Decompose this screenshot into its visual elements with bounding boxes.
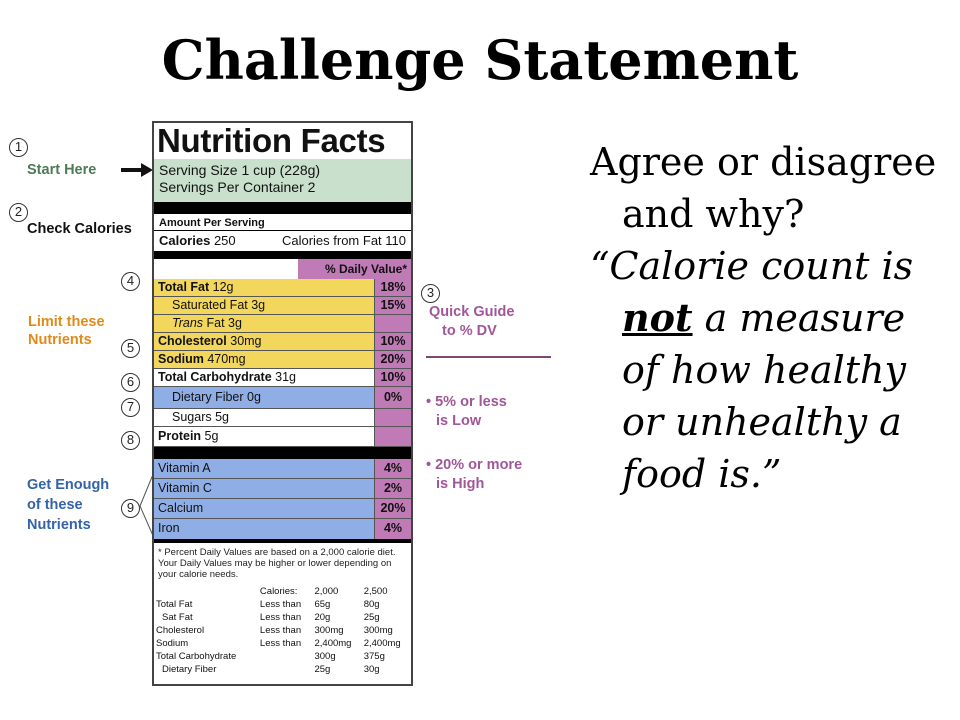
emphasis-not: not (622, 295, 693, 340)
nutrient-row: Total Fat 12g 18% (154, 279, 411, 297)
quick-guide-label-1: Quick Guide (429, 304, 515, 320)
challenge-statement: Agree or disagree and why? “Calorie coun… (590, 136, 950, 500)
nutrient-row: Sugars 5g (154, 409, 411, 427)
vitamin-row: Calcium 20% (154, 499, 411, 519)
bracket-lines-icon (139, 471, 155, 539)
limit-label-2: Nutrients (28, 332, 92, 348)
step-7-icon: 7 (121, 398, 140, 417)
footnote: * Percent Daily Values are based on a 2,… (158, 547, 396, 580)
calories-value: 250 (213, 233, 236, 248)
nutrient-row: Protein 5g (154, 427, 411, 447)
limit-label-1: Limit these (28, 314, 105, 330)
quote-text: “Calorie count is not a measure of how h… (590, 244, 914, 496)
nutrient-row: Dietary Fiber 0g 0% (154, 387, 411, 409)
divider (154, 539, 411, 543)
arrow-right-icon (121, 163, 153, 177)
nutrient-row: Trans Fat 3g (154, 315, 411, 333)
label-title: Nutrition Facts (154, 123, 411, 159)
daily-value-header: % Daily Value* (154, 259, 411, 279)
high-label-1: • 20% or more (426, 457, 523, 473)
start-here-label: Start Here (27, 162, 97, 178)
nutrient-row: Cholesterol 30mg 10% (154, 333, 411, 351)
vitamin-row: Vitamin A 4% (154, 459, 411, 479)
servings-per-container: Servings Per Container 2 (159, 179, 316, 195)
step-1-icon: 1 (9, 138, 28, 157)
check-calories-label: Check Calories (27, 221, 132, 237)
step-9-icon: 9 (121, 499, 140, 518)
divider (154, 447, 411, 459)
nutrient-row: Total Carbohydrate 31g 10% (154, 369, 411, 387)
nutrient-row: Sodium 470mg 20% (154, 351, 411, 369)
calories-row: Calories 250 Calories from Fat 110 (154, 231, 411, 251)
serving-size: Serving Size 1 cup (228g) (159, 162, 321, 178)
step-6-icon: 6 (121, 373, 140, 392)
daily-value-heading: % Daily Value* (298, 259, 411, 279)
serving-info: Serving Size 1 cup (228g) Servings Per C… (154, 159, 411, 202)
low-label-1: • 5% or less (426, 394, 507, 410)
calories-from-fat: Calories from Fat 110 (281, 233, 406, 248)
vitamin-row: Vitamin C 2% (154, 479, 411, 499)
low-label-2: is Low (436, 413, 482, 429)
step-3-icon: 3 (421, 284, 440, 303)
step-4-icon: 4 (121, 272, 140, 291)
divider (426, 356, 551, 358)
step-8-icon: 8 (121, 431, 140, 450)
amount-per-serving: Amount Per Serving (154, 214, 411, 231)
slide-title: Challenge Statement (161, 28, 799, 92)
quick-guide-label-2: to % DV (442, 323, 497, 339)
step-2-icon: 2 (9, 203, 28, 222)
nutrition-facts-label: Nutrition Facts Serving Size 1 cup (228g… (152, 121, 413, 686)
high-label-2: is High (436, 476, 485, 492)
enough-label-3: Nutrients (27, 517, 91, 533)
step-5-icon: 5 (121, 339, 140, 358)
divider (154, 202, 411, 214)
nutrient-row: Saturated Fat 3g 15% (154, 297, 411, 315)
vitamin-row: Iron 4% (154, 519, 411, 539)
enough-label-2: of these (27, 497, 83, 513)
calories-label: Calories (159, 233, 211, 248)
question-text: Agree or disagree and why? (590, 140, 937, 236)
enough-label-1: Get Enough (27, 477, 110, 493)
divider (154, 251, 411, 259)
reference-table: Calories: 2,000 2,500 Total Fat Less than 65… (156, 586, 401, 675)
